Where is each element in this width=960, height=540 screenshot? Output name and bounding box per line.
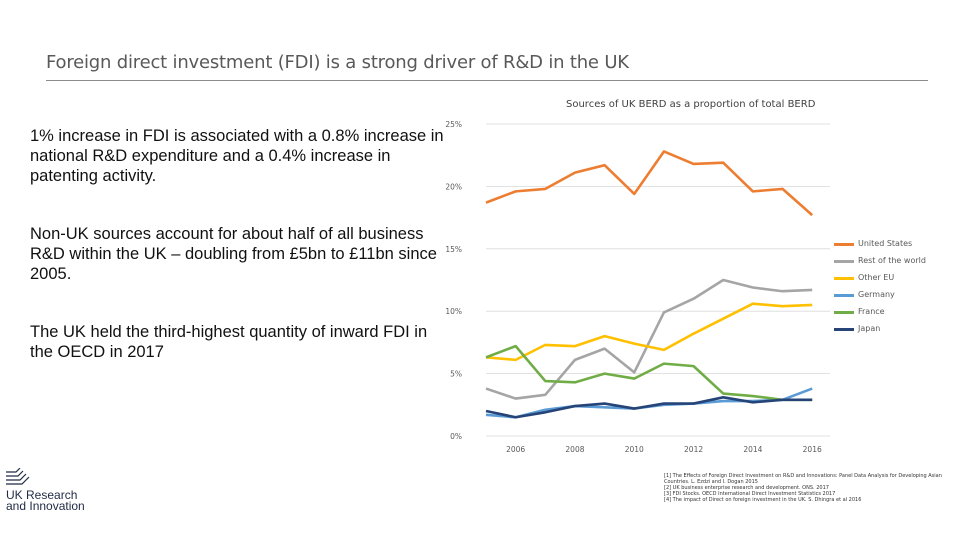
y-tick-label: 10% — [445, 307, 462, 316]
series-line-other-eu — [485, 302, 813, 362]
legend-swatch — [834, 243, 854, 246]
legend-item: Other EU — [834, 272, 926, 289]
line-chart: 0% 5% 10% 15% 20% 25% 2006 2008 2010 2012 2014 201… — [445, 120, 830, 454]
y-tick-label: 5% — [450, 370, 462, 379]
x-tick-label: 2014 — [743, 445, 762, 454]
gridlines — [486, 123, 830, 437]
legend-label: Rest of the world — [858, 256, 926, 265]
legend-item: Japan — [834, 323, 926, 340]
y-tick-label: 0% — [450, 432, 462, 441]
x-tick-label: 2016 — [803, 445, 822, 454]
legend-swatch — [834, 328, 854, 331]
footnotes: [1] The Effects of Foreign Direct Invest… — [664, 473, 960, 503]
legend-label: Japan — [858, 324, 881, 333]
logo-mark-icon — [6, 468, 30, 485]
legend-label: United States — [858, 239, 913, 248]
legend-label: Germany — [858, 290, 895, 299]
bullet-fdi-effect: 1% increase in FDI is associated with a … — [30, 127, 444, 185]
series-line-united-states — [485, 150, 814, 217]
legend-swatch — [834, 277, 854, 280]
chart-title: Sources of UK BERD as a proportion of to… — [566, 99, 816, 110]
series-line-france — [485, 344, 813, 402]
bullet-oecd-rank: The UK held the third-highest quantity o… — [30, 323, 428, 361]
title-divider — [46, 80, 928, 81]
footnote-3: [3] FDI Stocks. OECD International Direc… — [664, 491, 836, 497]
legend-item: Germany — [834, 289, 926, 306]
x-tick-label: 2008 — [565, 445, 584, 454]
y-tick-label: 15% — [445, 245, 462, 254]
logo-line-2: and Innovation — [6, 499, 85, 513]
legend-swatch — [834, 294, 854, 297]
footnote-4: [4] The impact of Direct on foreign inve… — [664, 497, 862, 503]
footnote-1: [1] The Effects of Foreign Direct Invest… — [664, 473, 942, 485]
y-axis-tick-labels: 0% 5% 10% 15% 20% 25% — [445, 120, 462, 441]
series-lines — [485, 150, 814, 419]
legend-swatch — [834, 311, 854, 314]
series-line-rest-of-the-world — [485, 278, 813, 400]
footnote-2: [2] UK business enterprise research and … — [664, 485, 829, 491]
y-tick-label: 20% — [445, 182, 462, 191]
legend-label: France — [858, 307, 885, 316]
legend-item: Rest of the world — [834, 255, 926, 272]
x-tick-label: 2010 — [625, 445, 644, 454]
series-line-japan — [485, 396, 813, 419]
slide-title: Foreign direct investment (FDI) is a str… — [46, 52, 629, 73]
logo-line-1: UK Research — [6, 488, 78, 502]
legend-item: France — [834, 306, 926, 323]
legend-label: Other EU — [858, 273, 895, 282]
y-tick-label: 25% — [445, 120, 462, 129]
x-tick-label: 2006 — [506, 445, 525, 454]
x-axis-tick-labels: 2006 2008 2010 2012 2014 2016 — [506, 445, 822, 454]
legend-swatch — [834, 260, 854, 263]
ukri-logo — [6, 468, 30, 485]
chart-legend: United States Rest of the world Other EU Ge… — [834, 238, 926, 340]
x-tick-label: 2012 — [684, 445, 703, 454]
logo-wordmark: UK Research and Innovation — [6, 488, 85, 513]
bullet-non-uk-sources: Non-UK sources account for about half of… — [30, 225, 437, 283]
legend-item: United States — [834, 238, 926, 255]
